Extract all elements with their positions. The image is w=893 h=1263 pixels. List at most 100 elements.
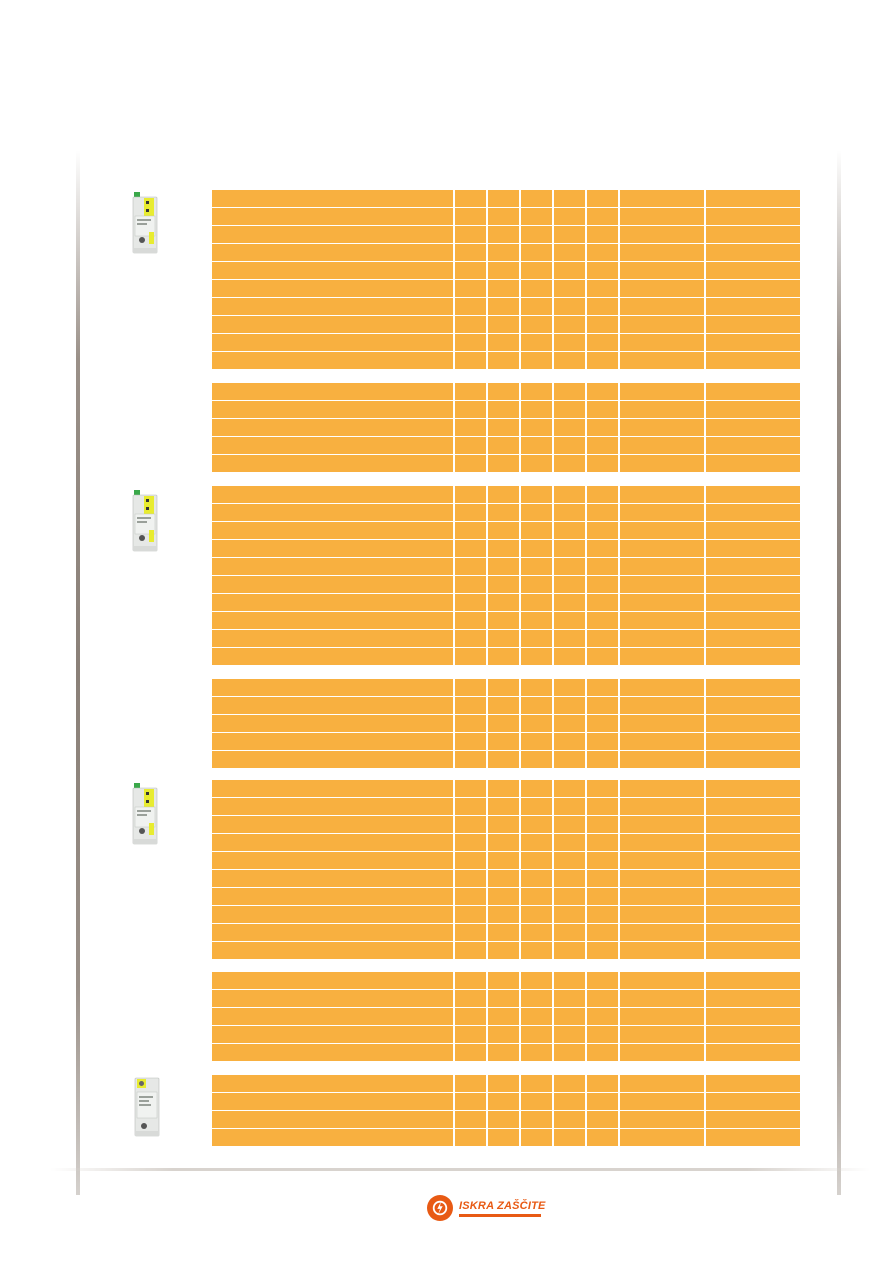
page-frame-bottom (50, 1168, 870, 1171)
table-cell (554, 298, 585, 315)
table-cell (620, 798, 704, 815)
table-cell (212, 630, 453, 647)
table-cell (455, 352, 486, 369)
page-frame-right (837, 150, 841, 1195)
table-row (212, 648, 833, 665)
table-row (212, 924, 833, 941)
table-cell (554, 522, 585, 539)
table-cell (706, 1129, 800, 1146)
table-cell (620, 208, 704, 225)
table-cell (587, 383, 618, 400)
table-cell (488, 990, 519, 1007)
table-cell (554, 316, 585, 333)
table-cell (521, 648, 552, 665)
table-cell (706, 715, 800, 732)
table-cell (455, 1111, 486, 1128)
table-cell (554, 419, 585, 436)
table-cell (521, 630, 552, 647)
table-cell (554, 504, 585, 521)
table-row (212, 352, 833, 369)
table-cell (587, 751, 618, 768)
table-row (212, 612, 833, 629)
table-cell (620, 697, 704, 714)
table-cell (554, 888, 585, 905)
table-cell (620, 924, 704, 941)
table-row (212, 262, 833, 279)
table-cell (706, 1111, 800, 1128)
table-cell (521, 383, 552, 400)
table-cell (521, 437, 552, 454)
table-row (212, 1093, 833, 1110)
table-cell (706, 852, 800, 869)
table-cell (620, 1129, 704, 1146)
table-cell (488, 522, 519, 539)
spec-table (212, 1075, 833, 1147)
table-cell (620, 990, 704, 1007)
table-cell (212, 1075, 453, 1092)
table-cell (212, 697, 453, 714)
table-cell (488, 1026, 519, 1043)
table-cell (554, 1026, 585, 1043)
table-cell (554, 226, 585, 243)
table-cell (706, 924, 800, 941)
table-cell (521, 576, 552, 593)
table-row (212, 972, 833, 989)
table-cell (554, 906, 585, 923)
table-cell (706, 190, 800, 207)
table-cell (521, 852, 552, 869)
table-cell (554, 352, 585, 369)
table-cell (488, 888, 519, 905)
table-cell (587, 401, 618, 418)
table-cell (554, 924, 585, 941)
table-cell (706, 1075, 800, 1092)
table-cell (554, 1093, 585, 1110)
table-cell (554, 648, 585, 665)
table-cell (620, 540, 704, 557)
table-cell (587, 1075, 618, 1092)
table-cell (521, 816, 552, 833)
table-cell (620, 504, 704, 521)
table-row (212, 437, 833, 454)
table-cell (706, 280, 800, 297)
table-cell (488, 1129, 519, 1146)
table-cell (706, 522, 800, 539)
table-cell (488, 648, 519, 665)
table-row (212, 383, 833, 400)
table-cell (587, 190, 618, 207)
table-cell (455, 852, 486, 869)
table-cell (212, 316, 453, 333)
table-cell (706, 888, 800, 905)
table-cell (706, 942, 800, 959)
table-cell (620, 352, 704, 369)
surge-protector-module-icon (132, 783, 158, 845)
table-row (212, 780, 833, 797)
table-cell (212, 576, 453, 593)
product-image (132, 1076, 162, 1140)
table-cell (554, 798, 585, 815)
table-cell (455, 1075, 486, 1092)
table-row (212, 1111, 833, 1128)
table-cell (455, 298, 486, 315)
table-cell (706, 697, 800, 714)
table-cell (455, 733, 486, 750)
table-cell (706, 733, 800, 750)
table-cell (587, 1111, 618, 1128)
table-cell (488, 715, 519, 732)
table-cell (488, 798, 519, 815)
table-cell (620, 262, 704, 279)
table-cell (706, 798, 800, 815)
table-cell (620, 1111, 704, 1128)
table-cell (620, 906, 704, 923)
table-cell (587, 419, 618, 436)
table-cell (455, 630, 486, 647)
table-cell (455, 924, 486, 941)
table-cell (554, 594, 585, 611)
table-cell (620, 334, 704, 351)
table-cell (455, 334, 486, 351)
table-cell (620, 1093, 704, 1110)
table-cell (488, 1093, 519, 1110)
table-cell (554, 834, 585, 851)
table-cell (521, 888, 552, 905)
table-cell (455, 888, 486, 905)
table-row (212, 679, 833, 696)
